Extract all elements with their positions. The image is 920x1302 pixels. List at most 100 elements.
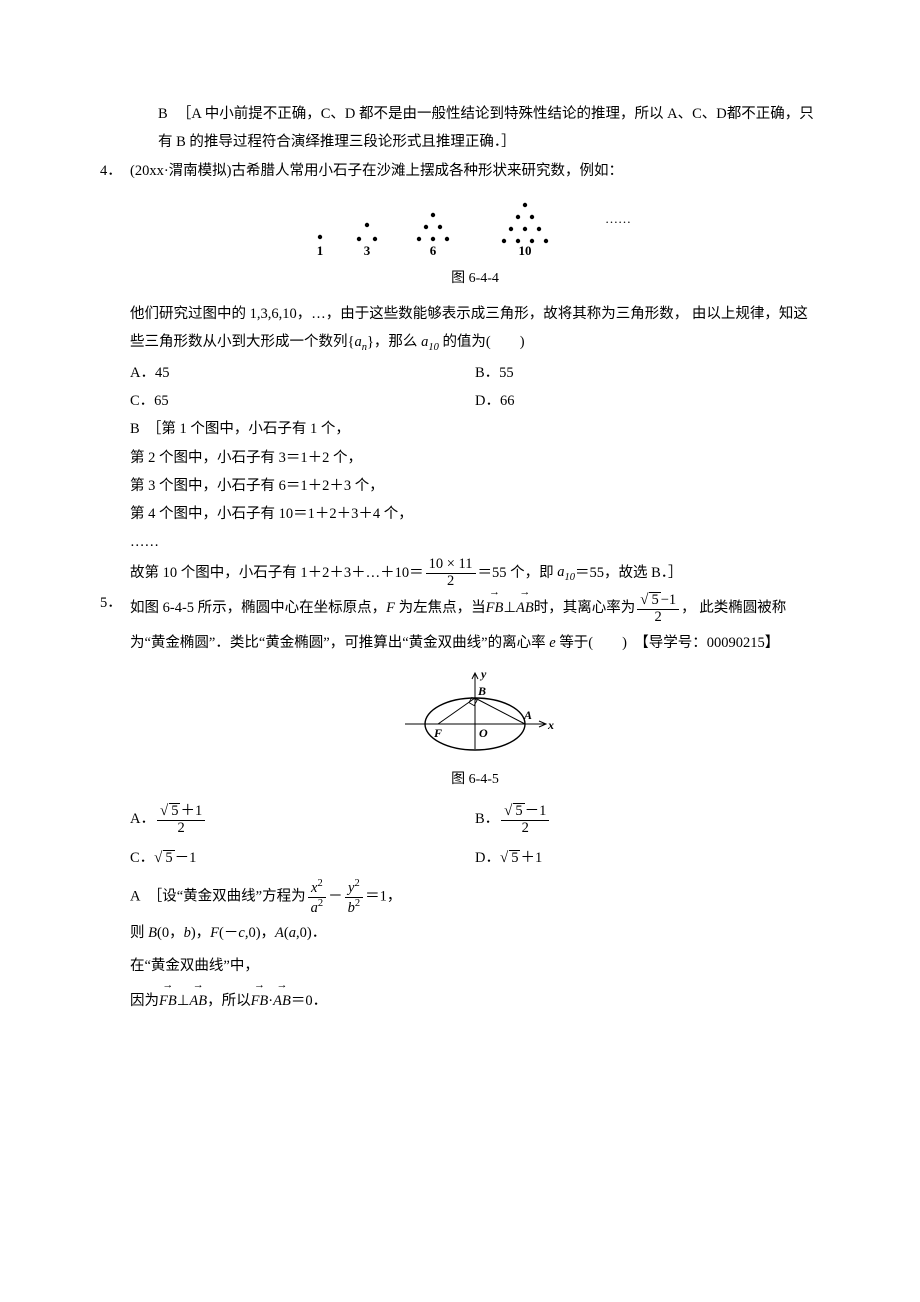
b-sqrt: 5 [513, 803, 524, 820]
q4-choice-c: C．65 [130, 387, 475, 415]
svg-text:A: A [523, 708, 532, 722]
q4-choice-a: A．45 [130, 359, 475, 387]
seq-an: an [354, 334, 367, 350]
q4-expl-l1: ［第 1 个图中，小石子有 1 个， [147, 421, 350, 437]
because: 因为 [130, 993, 159, 1009]
triangular-dots: 1 3 6 10 …… [295, 193, 655, 263]
frac-den: 2 [426, 574, 476, 590]
d-tail: ＋1 [520, 850, 542, 866]
q5-choice-d: D．√5＋1 [475, 839, 820, 878]
figure-6-4-4: 1 3 6 10 …… [130, 193, 820, 292]
seq-a10-b: a10 [557, 564, 575, 580]
c-sqrt: 5 [163, 850, 174, 867]
vec-FB-3: FB [251, 983, 269, 1018]
q3-answer-text: ［A 中小前提不正确，C、D 都不是由一般性结论到特殊性结论的推理，所以 A、C… [158, 106, 814, 150]
q5-lead-a: 如图 6-4-5 所示，椭圆中心在坐标原点， [130, 600, 386, 616]
golden-ratio-frac: √5−12 [637, 592, 679, 626]
perp-symbol: ⊥ [503, 600, 516, 616]
perp-2: ⊥ [177, 993, 190, 1009]
c-tail: －1 [175, 850, 197, 866]
label-c: C． [130, 850, 154, 866]
q5-lead-f: 等于( ) 【导学号：00090215】 [559, 635, 779, 651]
q4-lead: (20xx·渭南模拟)古希腊人常用小石子在沙滩上摆成各种形状来研究数，例如： [130, 157, 820, 185]
q5-lead: 如图 6-4-5 所示，椭圆中心在坐标原点，F 为左焦点，当FB⊥AB时，其离心… [130, 589, 820, 661]
q5-lead-c: 时，其离心率为 [534, 600, 636, 616]
q4-stem-a: 他们研究过图中的 1,3,6,10，…，由于这些数能够表示成三角形，故将其称为三… [130, 306, 688, 322]
figure-6-4-4-caption: 图 6-4-4 [130, 265, 820, 292]
q4-expl-l4: 第 4 个图中，小石子有 10＝1＋2＋3＋4 个， [130, 506, 413, 522]
q4-choice-b: B．55 [475, 359, 820, 387]
y2-over-b2: y2b2 [345, 878, 364, 917]
so: ，所以 [207, 993, 251, 1009]
q4-choice-d: D．66 [475, 387, 820, 415]
b-den: 2 [501, 821, 549, 837]
point-F: F [386, 600, 395, 616]
q4-choices: A．45 B．55 C．65 D．66 [130, 359, 820, 416]
q5-expl-l1a: ［设“黄金双曲线”方程为 [148, 889, 306, 905]
svg-text:y: y [479, 669, 487, 681]
q5-expl-l3: 在“黄金双曲线”中， [130, 958, 259, 974]
eq1: ＝1， [365, 889, 401, 905]
svg-text:F: F [433, 726, 442, 740]
q5-expl-l4: 因为FB⊥AB，所以FB·AB＝0． [130, 993, 327, 1009]
x2-over-a2: x2a2 [308, 878, 327, 917]
q5-number: 5． [100, 589, 130, 1018]
q4-stem: 他们研究过图中的 1,3,6,10，…，由于这些数能够表示成三角形，故将其称为三… [130, 300, 820, 359]
comma: ， [681, 600, 696, 616]
sqrt5: 5 [649, 592, 660, 609]
q4-expl-l6b: ＝55 个，即 [478, 564, 558, 580]
label-b: B． [475, 811, 499, 827]
q4-expl-l6c: ＝55，故选 B．］ [575, 564, 683, 580]
q4-solution: B ［第 1 个图中，小石子有 1 个， 第 2 个图中，小石子有 3＝1＋2 … [130, 415, 820, 589]
vector-FB: FB [486, 589, 504, 626]
svg-text:1: 1 [317, 243, 324, 258]
q5-solution: A ［设“黄金双曲线”方程为x2a2－y2b2＝1， 则 B(0，b)，F(－c… [130, 878, 820, 1019]
q3-answer-letter: B [158, 106, 170, 122]
q5-choices: A．√5＋12 B．√5－12 C．√5－1 D．√5＋1 [130, 801, 820, 878]
svg-text:……: …… [605, 211, 631, 226]
d-sqrt: 5 [509, 850, 520, 867]
question-5: 5． 如图 6-4-5 所示，椭圆中心在坐标原点，F 为左焦点，当FB⊥AB时，… [100, 589, 820, 1018]
q4-expl-l5: …… [130, 534, 159, 550]
ellipse-diagram: y x B F O A [390, 669, 560, 764]
a-sqrt: 5 [169, 803, 180, 820]
label-a: A． [130, 811, 155, 827]
frac-num: 10 × 11 [426, 557, 476, 574]
label-d: D． [475, 850, 500, 866]
svg-text:x: x [547, 718, 554, 732]
vec-AB-2: AB [189, 983, 207, 1018]
minus1: −1 [661, 592, 676, 608]
page-content: B ［A 中小前提不正确，C、D 都不是由一般性结论到特殊性结论的推理，所以 A… [0, 0, 920, 1079]
a-den: 2 [157, 821, 205, 837]
vector-AB: AB [516, 589, 534, 626]
question-4: 4． (20xx·渭南模拟)古希腊人常用小石子在沙滩上摆成各种形状来研究数，例如… [100, 157, 820, 590]
q4-stem-c: }，那么 [367, 334, 421, 350]
q4-answer-letter: B [130, 421, 140, 437]
q5-lead-b: 为左焦点，当 [395, 600, 486, 616]
q4-expl-l6a: 故第 10 个图中，小石子有 1＋2＋3＋…＋10＝ [130, 564, 424, 580]
frac-10x11-over-2: 10 × 112 [426, 557, 476, 590]
a-tail: ＋1 [180, 803, 202, 819]
svg-text:O: O [479, 726, 488, 740]
q4-expl-l2: 第 2 个图中，小石子有 3＝1＋2 个， [130, 450, 362, 466]
q5-choice-b: B．√5－12 [475, 801, 820, 839]
figure-6-4-5: y x B F O A 图 6-4-5 [130, 669, 820, 793]
figure-6-4-5-caption: 图 6-4-5 [130, 766, 820, 793]
svg-text:10: 10 [519, 243, 532, 258]
q3-answer-block: B ［A 中小前提不正确，C、D 都不是由一般性结论到特殊性结论的推理，所以 A… [100, 100, 820, 157]
svg-text:6: 6 [430, 243, 437, 258]
svg-text:B: B [477, 684, 486, 698]
eccentricity-e: e [549, 635, 555, 651]
q4-expl-l3: 第 3 个图中，小石子有 6＝1＋2＋3 个， [130, 478, 384, 494]
vec-AB-3: AB [273, 983, 291, 1018]
q4-stem-d: 的值为( ) [439, 334, 525, 350]
eq0: ＝0． [291, 993, 327, 1009]
den2: 2 [637, 610, 679, 626]
q5-answer-letter: A [130, 889, 140, 905]
seq-a10: a10 [421, 334, 439, 350]
q5-expl-l2: 则 B(0，b)，F(－c,0)，A(a,0)． [130, 925, 326, 941]
q5-choice-c: C．√5－1 [130, 839, 475, 878]
q5-choice-a: A．√5＋12 [130, 801, 475, 839]
b-tail: －1 [525, 803, 547, 819]
q4-number: 4． [100, 157, 130, 590]
